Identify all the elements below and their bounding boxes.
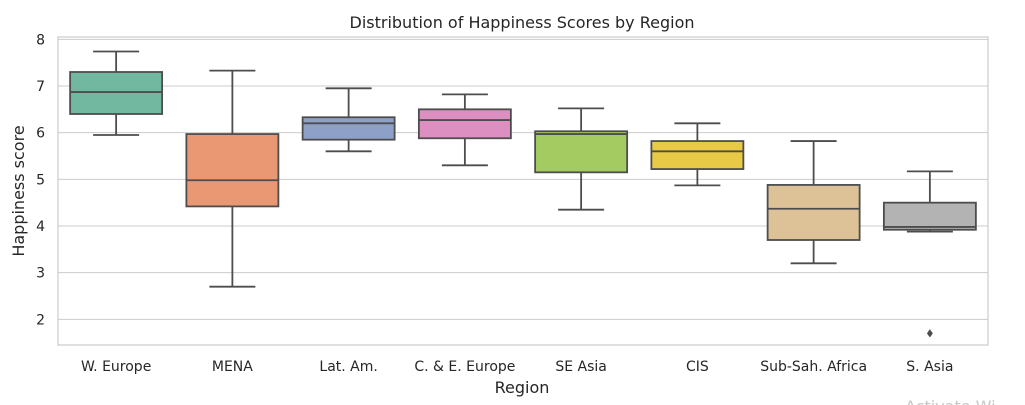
y-axis-label: Happiness score: [9, 125, 28, 256]
plot-frame: [57, 36, 989, 346]
box-group: [650, 122, 745, 187]
y-tick-label: 8: [36, 32, 45, 48]
x-tick-label: CIS: [686, 359, 709, 375]
box-rect: [534, 130, 629, 174]
chart-title: Distribution of Happiness Scores by Regi…: [350, 13, 695, 32]
watermark-text: Activate Wi: [905, 397, 996, 405]
x-tick-label: Lat. Am.: [319, 359, 377, 375]
box-rect: [417, 108, 512, 140]
box-rect: [69, 71, 164, 115]
outlier-point: [926, 329, 933, 338]
x-tick-label: SE Asia: [555, 359, 607, 375]
x-tick-label: W. Europe: [81, 359, 151, 375]
x-tick-label: S. Asia: [906, 359, 953, 375]
box-rect: [650, 140, 745, 170]
box-group: [534, 107, 629, 211]
y-tick-label: 4: [36, 219, 45, 235]
box-rect: [185, 133, 280, 208]
box-rect: [882, 201, 977, 231]
y-tick-label: 3: [36, 266, 45, 282]
y-tick-label: 2: [36, 312, 45, 328]
box-group: [417, 93, 512, 167]
box-group: [185, 69, 280, 288]
y-tick-label: 7: [36, 79, 45, 95]
x-tick-label: MENA: [212, 359, 253, 375]
box-group: [69, 50, 164, 136]
boxes-layer: [69, 50, 977, 338]
y-tick-label: 6: [36, 126, 45, 142]
box-rect: [766, 184, 861, 241]
x-axis-label: Region: [495, 378, 550, 397]
box-group: [882, 170, 977, 338]
box-group: [766, 140, 861, 265]
ticks-layer: 2 3 4 5 6 7 8 W. Europe MENA Lat. Am. C. & E. Euro…: [36, 32, 953, 375]
box-rect: [301, 116, 396, 141]
x-tick-label: Sub-Sah. Africa: [760, 359, 867, 375]
box-group: [301, 87, 396, 153]
x-tick-label: C. & E. Europe: [414, 359, 515, 375]
y-tick-label: 5: [36, 172, 45, 188]
